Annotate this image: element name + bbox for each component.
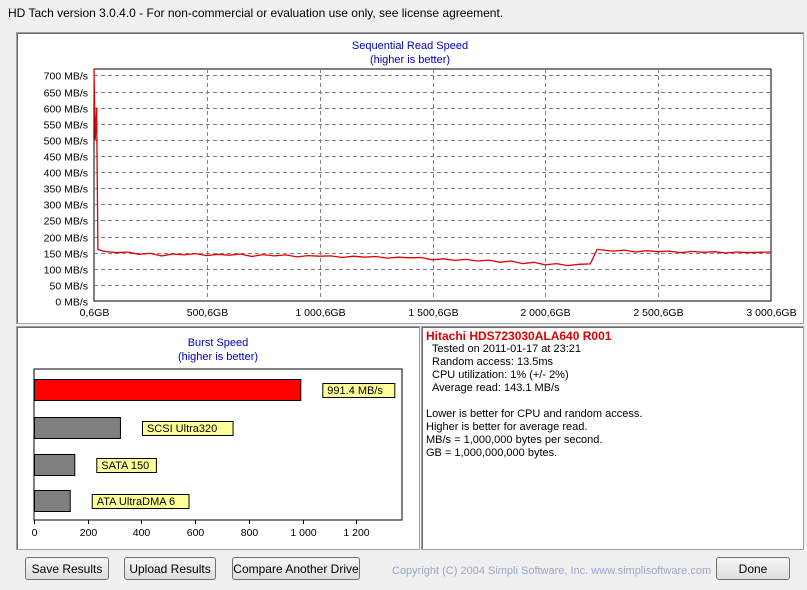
copyright-text: Copyright (C) 2004 Simpli Software, Inc.… (392, 565, 712, 577)
drive-name: Hitachi HDS723030ALA640 R001 (426, 329, 612, 343)
burst-chart-title: Burst Speed (187, 337, 249, 349)
y-tick-label: 550 MB/s (44, 120, 88, 132)
y-tick-label: 700 MB/s (44, 71, 88, 83)
drive-info: Hitachi HDS723030ALA640 R001 Tested on 2… (426, 330, 642, 460)
burst-bar-label-box (96, 458, 157, 473)
burst-bar (34, 379, 302, 401)
average-read: Average read: 143.1 MB/s (432, 382, 560, 394)
burst-x-tick-label: 0 (32, 527, 38, 539)
y-tick-label: 600 MB/s (44, 104, 88, 116)
burst-bar-label-box (91, 494, 190, 509)
x-tick-label: 2 000,6GB (520, 307, 570, 319)
sequential-read-chart: 0 MB/s 50 MB/s 100 MB/s 150 MB/s 200 MB/s 250… (44, 68, 797, 319)
title-bar: HD Tach version 3.0.4.0 - For non-commer… (0, 0, 807, 26)
random-access: Random access: 13.5ms (432, 356, 554, 368)
upload-results-button[interactable]: Upload Results (124, 557, 216, 580)
burst-x-tick-label: 1 000 (290, 527, 316, 539)
tested-on: Tested on 2011-01-17 at 23:21 (432, 343, 582, 355)
burst-bar (34, 490, 71, 512)
y-tick-label: 50 MB/s (49, 281, 88, 293)
note-average: Higher is better for average read. (426, 421, 588, 433)
burst-bar (34, 417, 121, 439)
y-tick-label: 0 MB/s (55, 297, 88, 309)
x-tick-label: 1 500,6GB (408, 307, 458, 319)
burst-bar-label: SATA 150 (101, 460, 149, 472)
burst-x-tick-label: 1 200 (343, 527, 369, 539)
burst-speed-panel: Burst Speed (higher is better) 0 200 400 60… (16, 326, 420, 550)
cpu-utilization: CPU utilization: 1% (+/- 2%) (432, 369, 569, 381)
x-tick-label: 500,6GB (187, 307, 228, 319)
burst-bar-label: SCSI Ultra320 (147, 423, 217, 435)
burst-bar-label: ATA UltraDMA 6 (97, 496, 175, 508)
x-tick-label: 0,6GB (80, 307, 110, 319)
window-title: HD Tach version 3.0.4.0 - For non-commer… (8, 6, 504, 20)
y-tick-label: 400 MB/s (44, 168, 88, 180)
y-tick-label: 300 MB/s (44, 200, 88, 212)
read-speed-line (93, 68, 772, 267)
burst-bar-label: 991.4 MB/s (327, 385, 383, 397)
y-tick-label: 500 MB/s (44, 136, 88, 148)
burst-bar (34, 454, 76, 476)
x-tick-label: 1 000,6GB (295, 307, 345, 319)
burst-bar-label-box (322, 383, 396, 398)
note-mbs: MB/s = 1,000,000 bytes per second. (426, 434, 603, 446)
burst-x-tick-label: 600 (187, 527, 205, 539)
done-button[interactable]: Done (716, 557, 790, 580)
compare-another-drive-button[interactable]: Compare Another Drive (232, 557, 360, 580)
burst-chart-subtitle: (higher is better) (177, 351, 259, 363)
note-gb: GB = 1,000,000,000 bytes. (426, 447, 558, 459)
sequential-chart-title-block: Sequential Read Speed (higher is better) (17, 39, 803, 67)
y-tick-label: 450 MB/s (44, 152, 88, 164)
drive-info-panel: Hitachi HDS723030ALA640 R001 Tested on 2… (421, 326, 804, 550)
plot-area (93, 68, 772, 302)
x-tick-label: 2 500,6GB (633, 307, 683, 319)
y-tick-label: 250 MB/s (44, 216, 88, 228)
y-tick-label: 200 MB/s (44, 233, 88, 245)
x-tick-label: 3 000,6GB (746, 307, 796, 319)
y-tick-label: 650 MB/s (44, 88, 88, 100)
save-results-button[interactable]: Save Results (25, 557, 109, 580)
y-tick-label: 150 MB/s (44, 249, 88, 261)
y-tick-label: 100 MB/s (44, 265, 88, 277)
burst-bar-label-box (141, 421, 234, 436)
burst-chart-title-block: Burst Speed (higher is better) (17, 336, 419, 364)
burst-x-tick-label: 200 (80, 527, 98, 539)
burst-x-tick-label: 400 (133, 527, 151, 539)
sequential-read-panel: Sequential Read Speed (higher is better)… (16, 32, 804, 324)
sequential-chart-subtitle: (higher is better) (369, 54, 451, 66)
burst-speed-chart: 0 200 400 600 800 1 000 1 200 991.4 MB/s SCSI Ul… (32, 368, 403, 539)
burst-x-tick-label: 800 (241, 527, 259, 539)
y-tick-label: 350 MB/s (44, 184, 88, 196)
note-cpu: Lower is better for CPU and random acces… (426, 408, 643, 420)
sequential-chart-title: Sequential Read Speed (351, 40, 469, 52)
